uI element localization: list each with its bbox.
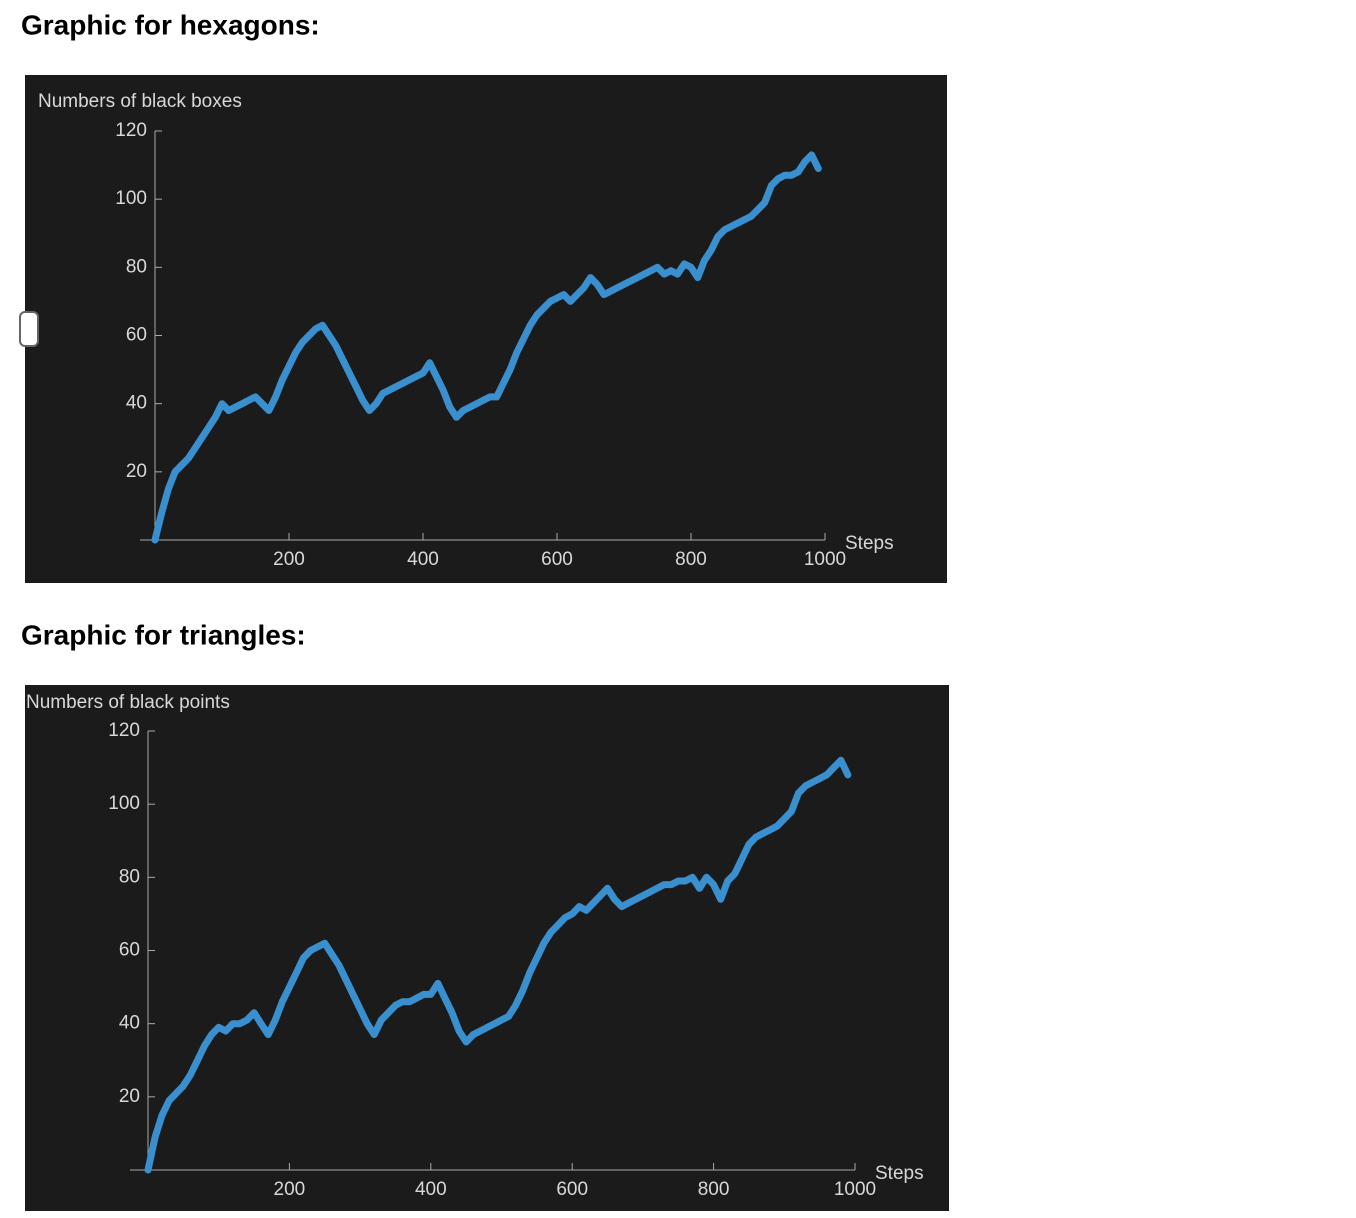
x-tick-label: 800 xyxy=(675,549,707,570)
plot-panel xyxy=(25,75,947,583)
y-tick-label: 100 xyxy=(108,793,140,814)
x-tick-label: 1000 xyxy=(804,549,846,570)
x-tick-label: 200 xyxy=(274,1179,306,1200)
x-tick-label: 1000 xyxy=(834,1179,876,1200)
heading: Graphic for hexagons: xyxy=(21,9,320,40)
y-tick-label: 120 xyxy=(115,120,147,141)
x-axis-label: Steps xyxy=(845,533,894,554)
y-tick-label: 40 xyxy=(119,1013,140,1034)
data-line xyxy=(151,151,822,544)
data-line xyxy=(144,756,852,1174)
x-tick-label: 400 xyxy=(415,1179,447,1200)
y-axis-label: Numbers of black boxes xyxy=(38,91,242,112)
y-tick-label: 80 xyxy=(119,866,140,887)
y-tick-label: 20 xyxy=(126,461,147,482)
y-axis-label: Numbers of black points xyxy=(26,692,230,713)
y-tick-label: 20 xyxy=(119,1086,140,1107)
x-tick-label: 800 xyxy=(698,1179,730,1200)
plot-panel xyxy=(25,685,949,1211)
y-tick-label: 120 xyxy=(108,720,140,741)
y-tick-label: 60 xyxy=(119,940,140,961)
y-tick-label: 60 xyxy=(126,325,147,346)
heading: Graphic for triangles: xyxy=(21,619,306,650)
y-tick-label: 40 xyxy=(126,393,147,414)
y-tick-label: 80 xyxy=(126,256,147,277)
x-tick-label: 600 xyxy=(541,549,573,570)
x-tick-label: 400 xyxy=(407,549,439,570)
y-tick-label: 100 xyxy=(115,188,147,209)
side-handle[interactable] xyxy=(19,311,39,347)
x-axis-label: Steps xyxy=(875,1163,924,1184)
x-tick-label: 600 xyxy=(556,1179,588,1200)
x-tick-label: 200 xyxy=(273,549,305,570)
